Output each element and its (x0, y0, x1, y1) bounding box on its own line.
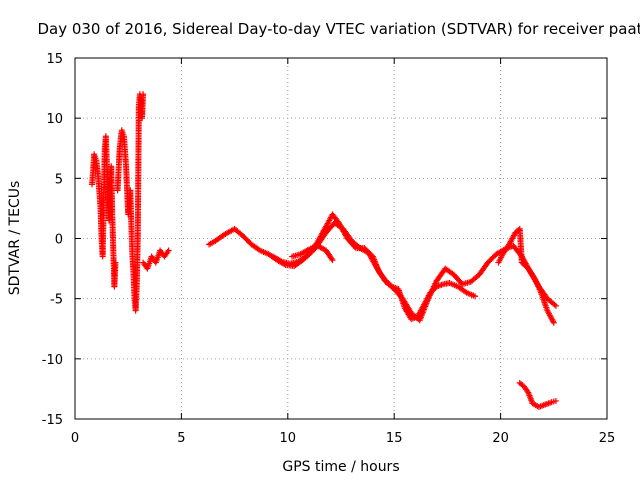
x-tick-label: 15 (386, 431, 403, 446)
series-early-a (89, 133, 119, 290)
y-axis-label: SDTVAR / TECUs (7, 181, 23, 296)
y-tick-label: -10 (42, 353, 63, 368)
series-early-c (140, 247, 172, 272)
y-tick-label: 15 (46, 52, 63, 67)
series-track-5 (516, 379, 559, 410)
chart-title: Day 030 of 2016, Sidereal Day-to-day VTE… (37, 20, 640, 38)
series-early-b (114, 91, 147, 314)
y-tick-label: 5 (55, 172, 63, 187)
series-track-4 (495, 225, 557, 326)
y-tick-label: 10 (46, 112, 63, 127)
x-tick-label: 5 (177, 431, 185, 446)
data-point-marker (165, 247, 172, 254)
x-tick-label: 0 (71, 431, 79, 446)
data-point-marker (140, 91, 147, 98)
data-point-marker (552, 397, 559, 404)
data-point-marker (550, 319, 557, 326)
data-point-marker (472, 293, 479, 300)
axis-ticks: 0 5 10 15 20 25 15 10 5 0 -5 -10 -15 (42, 52, 616, 446)
y-tick-label: -5 (50, 293, 63, 308)
data-point-marker (552, 302, 559, 309)
x-tick-label: 20 (492, 431, 509, 446)
y-tick-label: 0 (55, 233, 63, 248)
data-point-marker (329, 257, 336, 264)
data-point-marker (112, 259, 119, 266)
grid (75, 58, 607, 419)
x-tick-label: 25 (599, 431, 616, 446)
data-point-marker (328, 255, 335, 262)
series-track-3 (289, 242, 336, 264)
x-axis-label: GPS time / hours (282, 459, 399, 475)
data-points (89, 91, 559, 410)
y-tick-label: -15 (42, 413, 63, 428)
x-tick-label: 10 (280, 431, 297, 446)
